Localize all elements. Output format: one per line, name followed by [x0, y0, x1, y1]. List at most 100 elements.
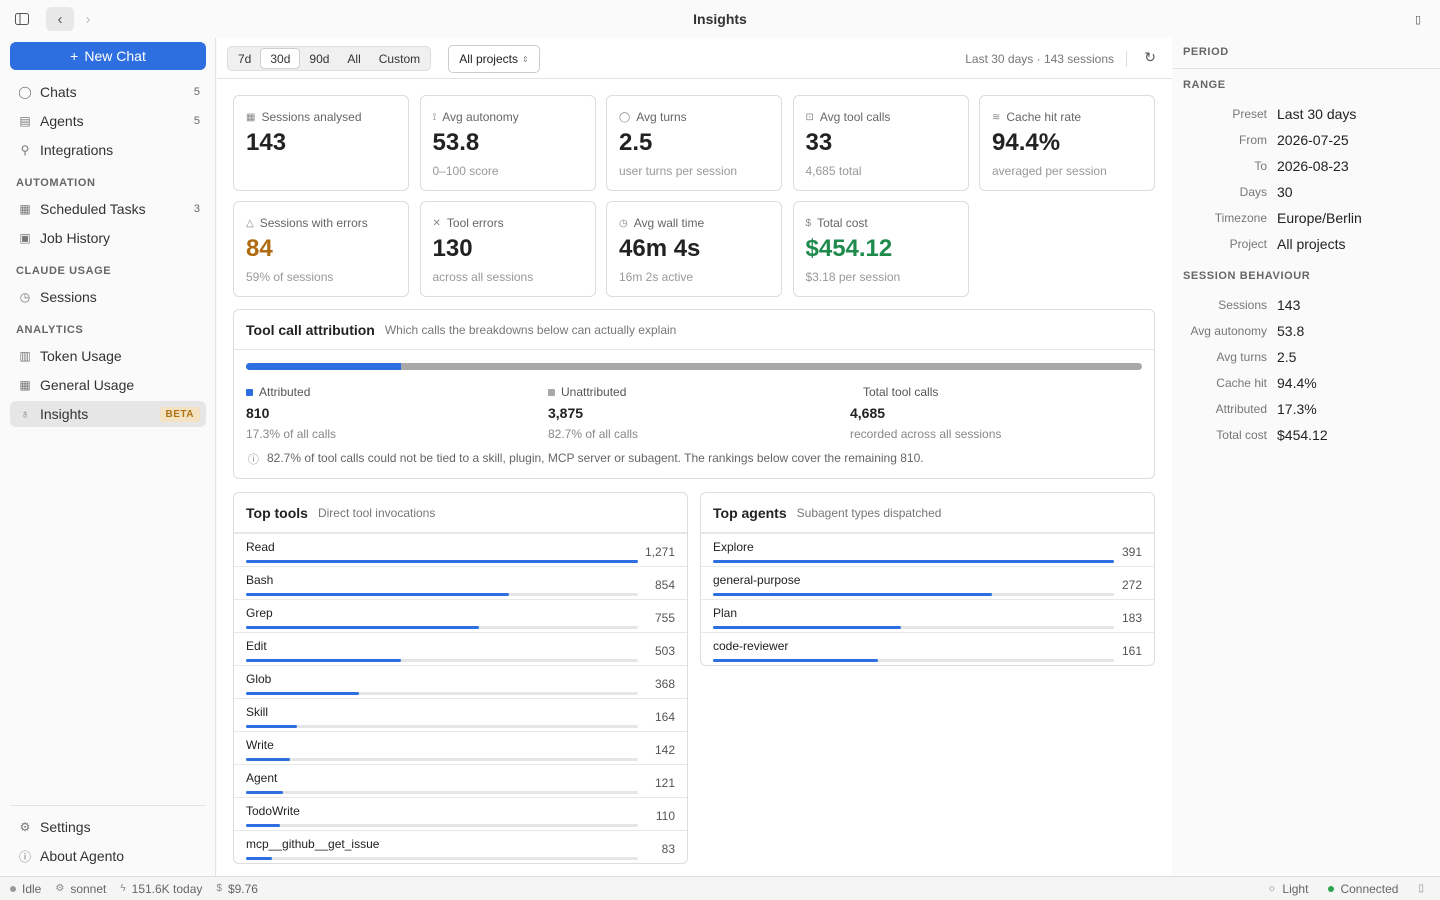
- range-custom[interactable]: Custom: [378, 51, 421, 66]
- list-item[interactable]: mcp__github__get_issue 83: [234, 830, 687, 863]
- status-model[interactable]: ⚙ sonnet: [55, 882, 106, 896]
- sidebar-item-label: Token Usage: [40, 348, 122, 364]
- list-item[interactable]: Bash 854: [234, 566, 687, 599]
- plus-icon: +: [70, 48, 79, 64]
- list-item-value: 183: [1121, 611, 1142, 625]
- list-item-name: general-purpose: [713, 573, 801, 587]
- sidebar-toggle-icon[interactable]: [8, 7, 36, 31]
- behaviour-row-value: 143: [1277, 297, 1301, 313]
- refresh-icon[interactable]: ↻: [1144, 49, 1156, 65]
- project-select-value: All projects: [459, 52, 518, 66]
- stat-subtext: across all sessions: [432, 270, 534, 284]
- list-item[interactable]: Skill 164: [234, 698, 687, 731]
- attributed-value: 810: [246, 405, 270, 421]
- sidebar-item-scheduled-tasks[interactable]: ▦ Scheduled Tasks 3: [10, 196, 206, 222]
- list-item-bar-track: [246, 692, 638, 695]
- theme-text: Light: [1282, 881, 1309, 896]
- sidebar-item-general-usage[interactable]: ▦ General Usage: [10, 372, 206, 398]
- list-item[interactable]: Read 1,271: [234, 533, 687, 566]
- new-chat-button[interactable]: + New Chat: [10, 42, 206, 70]
- behaviour-row-value: 2.5: [1277, 349, 1297, 365]
- range-all[interactable]: All: [347, 51, 361, 66]
- panel-toggle-icon[interactable]: ▯: [1418, 883, 1424, 894]
- sidebar-item-settings[interactable]: ⚙ Settings: [10, 814, 206, 840]
- behaviour-row-attributed: Attributed 17.3%: [1173, 398, 1440, 420]
- behaviour-row-avg-turns: Avg turns 2.5: [1173, 346, 1440, 368]
- period-row-days: Days 30: [1173, 181, 1440, 203]
- list-item-bar-track: [246, 626, 638, 629]
- list-item[interactable]: Agent 121: [234, 764, 687, 797]
- list-item-name: Plan: [713, 606, 738, 620]
- list-item-name: code-reviewer: [713, 639, 789, 653]
- list-item[interactable]: Edit 503: [234, 632, 687, 665]
- list-item-name: Agent: [246, 771, 278, 785]
- total-calls-value: 4,685: [850, 405, 886, 421]
- total-calls-sub: recorded across all sessions: [850, 427, 1002, 441]
- list-item[interactable]: Glob 368: [234, 665, 687, 698]
- top-tools-subtitle: Direct tool invocations: [317, 505, 436, 520]
- sidebar-item-label: Sessions: [40, 289, 97, 305]
- attributed-sub: 17.3% of all calls: [246, 427, 337, 441]
- attribution-note-text: 82.7% of tool calls could not be tied to…: [267, 451, 924, 465]
- list-item-bar-fill: [246, 593, 510, 596]
- sidebar-item-integrations[interactable]: ⚲ Integrations: [10, 137, 206, 163]
- sidebar-item-label: About Agento: [40, 848, 125, 864]
- sidebar-item-job-history[interactable]: ▣ Job History: [10, 225, 206, 251]
- list-item-name: Read: [246, 540, 275, 554]
- lightbulb-icon: ♁: [20, 407, 30, 421]
- list-item-bar-fill: [713, 593, 992, 596]
- sidebar-item-about[interactable]: ⓘ About Agento: [10, 843, 206, 869]
- sidebar-item-agents[interactable]: ▤ Agents 5: [10, 108, 206, 134]
- claude-usage-heading: CLAUDE USAGE: [16, 265, 112, 277]
- bolt-icon: ϟ: [120, 883, 126, 894]
- theme-toggle[interactable]: ☼ Light: [1267, 882, 1308, 896]
- range-7d[interactable]: 7d: [238, 51, 252, 66]
- behaviour-heading: SESSION BEHAVIOUR: [1183, 270, 1311, 282]
- stat-card-sessions-analysed: ▦ Sessions analysed 143: [233, 95, 409, 191]
- list-item-bar-fill: [713, 560, 1114, 563]
- connection-status: Connected: [1328, 882, 1398, 896]
- sidebar-item-insights[interactable]: ♁ Insights BETA: [10, 401, 206, 427]
- stat-label: ⊡ Avg tool calls: [806, 110, 891, 124]
- list-item-name: Grep: [246, 606, 273, 620]
- list-item-bar-fill: [246, 626, 479, 629]
- list-item[interactable]: general-purpose 272: [701, 566, 1154, 599]
- sidebar-item-label: Job History: [40, 230, 111, 246]
- range-90d[interactable]: 90d: [309, 51, 330, 66]
- list-item[interactable]: Explore 391: [701, 533, 1154, 566]
- period-row-key: To: [1254, 159, 1267, 173]
- list-item-bar-fill: [246, 824, 280, 827]
- back-icon[interactable]: ‹: [46, 7, 74, 31]
- panel-toggle-icon[interactable]: ▯: [1414, 13, 1422, 26]
- forward-icon[interactable]: ›: [85, 10, 91, 28]
- stat-label-text: Avg turns: [636, 110, 687, 124]
- status-model-text: sonnet: [70, 881, 107, 896]
- attributed-label: Attributed: [259, 385, 311, 399]
- behaviour-row-key: Attributed: [1215, 402, 1267, 416]
- list-item-name: Skill: [246, 705, 269, 719]
- attribution-bar-fill: [246, 363, 401, 370]
- list-item[interactable]: TodoWrite 110: [234, 797, 687, 830]
- project-select[interactable]: All projects ⇕: [448, 45, 540, 73]
- behaviour-row-value: $454.12: [1277, 427, 1328, 443]
- list-item-name: Explore: [713, 540, 754, 554]
- status-state: Idle: [10, 882, 41, 896]
- stat-card-tool-errors: ✕ Tool errors 130 across all sessions: [419, 201, 596, 297]
- sidebar-item-sessions[interactable]: ◷ Sessions: [10, 284, 206, 310]
- list-item[interactable]: code-reviewer 161: [701, 632, 1154, 665]
- sidebar-item-label: General Usage: [40, 377, 135, 393]
- list-item[interactable]: Write 142: [234, 731, 687, 764]
- period-row-timezone: Timezone Europe/Berlin: [1173, 207, 1440, 229]
- sidebar-item-chats[interactable]: ◯ Chats 5: [10, 79, 206, 105]
- stat-label: ▦ Sessions analysed: [246, 110, 362, 124]
- unattributed-label: Unattributed: [561, 385, 627, 399]
- sidebar-item-token-usage[interactable]: ▥ Token Usage: [10, 343, 206, 369]
- range-30d[interactable]: 30d: [260, 48, 301, 69]
- list-item-bar-track: [246, 725, 638, 728]
- x-icon: ✕: [432, 217, 441, 229]
- list-item[interactable]: Grep 755: [234, 599, 687, 632]
- stat-value: 53.8: [432, 129, 480, 156]
- list-item-value: 110: [655, 809, 675, 823]
- list-item[interactable]: Plan 183: [701, 599, 1154, 632]
- beta-badge: BETA: [159, 406, 200, 422]
